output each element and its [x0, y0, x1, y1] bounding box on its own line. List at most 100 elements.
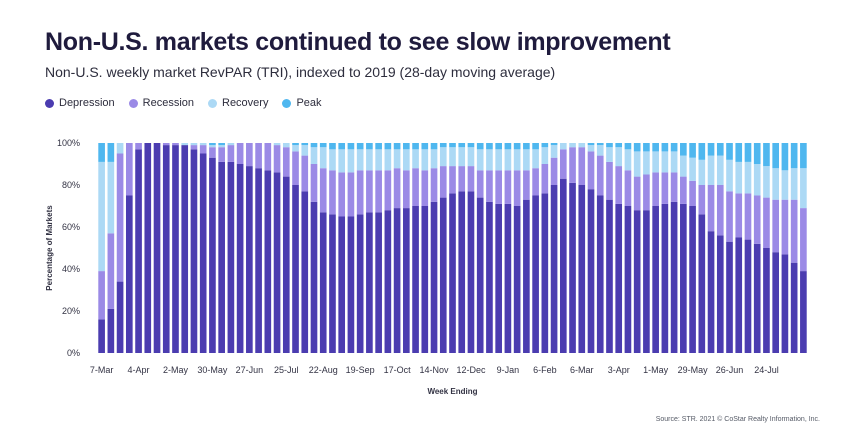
bar-segment-recovery [319, 147, 327, 169]
bar-segment-recovery [587, 145, 595, 152]
y-tick-label: 20% [62, 306, 80, 316]
bar-segment-peak [421, 143, 429, 150]
bar-segment-depression [476, 197, 484, 353]
bar-segment-recession [135, 143, 142, 150]
bar-segment-recovery [439, 147, 447, 167]
bar-segment-recession [467, 166, 475, 192]
bar-segment-depression [98, 319, 105, 353]
bar-segment-depression [439, 197, 447, 353]
bar-segment-recession [264, 143, 272, 171]
bar-segment-recession [162, 143, 170, 146]
legend-item-recession: Recession [128, 97, 194, 109]
bar-segment-depression [107, 308, 115, 353]
bar-segment-recession [439, 166, 447, 198]
x-tick-label: 14-Nov [420, 365, 450, 375]
bar-segment-peak [744, 143, 752, 162]
bar-segment-recovery [393, 149, 401, 169]
y-tick-label: 60% [62, 222, 80, 232]
bar-segment-recovery [753, 164, 761, 196]
bar-segment-depression [652, 206, 659, 353]
bar-segment-recovery [190, 143, 198, 146]
bar-segment-peak [735, 143, 743, 162]
legend-label-peak: Peak [296, 97, 322, 109]
bar-segment-recession [338, 172, 346, 217]
bar-segment-recession [744, 193, 752, 240]
x-tick-label: 12-Dec [456, 365, 486, 375]
bar-segment-recession [366, 170, 373, 213]
bar-segment-depression [292, 185, 299, 353]
bar-segment-recovery [763, 166, 770, 198]
x-tick-label: 6-Feb [533, 365, 557, 375]
bar-segment-depression [181, 145, 189, 353]
bar-segment-peak [301, 143, 309, 146]
bar-segment-recession [449, 166, 456, 194]
bar-segment-depression [615, 203, 623, 353]
bar-segment-depression [559, 178, 567, 353]
bar-segment-peak [707, 143, 715, 156]
bar-segment-recovery [504, 149, 512, 171]
bar-segment-peak [513, 143, 521, 150]
bar-segment-depression [421, 206, 429, 353]
bar-segment-recovery [403, 149, 410, 171]
bar-segment-recession [412, 168, 419, 206]
bar-segment-depression [753, 243, 761, 353]
bar-segment-peak [310, 143, 318, 148]
bar-segment-recovery [98, 161, 105, 272]
bar-segment-depression [726, 241, 733, 353]
bar-segment-peak [449, 143, 456, 148]
bar-segment-recession [319, 168, 327, 213]
bar-segment-recession [698, 185, 706, 215]
bar-segment-recovery [652, 151, 659, 173]
bar-segment-peak [347, 143, 355, 150]
bar-segment-depression [144, 143, 152, 353]
bar-segment-depression [162, 145, 170, 353]
bar-segment-depression [384, 210, 392, 353]
bar-segment-recession [384, 170, 392, 211]
bar-segment-peak [726, 143, 733, 160]
bar-segment-recession [107, 233, 115, 309]
bar-segment-recession [236, 143, 244, 164]
bar-segment-recession [98, 271, 105, 320]
bar-segment-recovery [643, 151, 650, 175]
bar-segment-peak [439, 143, 447, 148]
bar-segment-recession [670, 172, 678, 202]
bar-segment-depression [412, 206, 419, 353]
bar-segment-recession [615, 166, 623, 204]
bar-segment-peak [504, 143, 512, 150]
bar-segment-recession [633, 176, 641, 211]
x-tick-label: 6-Mar [570, 365, 594, 375]
bar-segment-recession [596, 155, 604, 196]
bar-segment-recession [643, 174, 650, 211]
bar-segment-depression [190, 149, 198, 353]
bar-segment-depression [393, 208, 401, 353]
bar-segment-peak [384, 143, 392, 150]
bar-segment-peak [763, 143, 770, 167]
bar-segment-recovery [661, 151, 669, 173]
bar-segment-depression [624, 206, 632, 353]
bar-segment-peak [476, 143, 484, 150]
bar-segment-depression [227, 161, 235, 353]
bar-segment-depression [467, 191, 475, 353]
bar-segment-depression [735, 237, 743, 353]
legend: Depression Recession Recovery Peak [45, 97, 322, 109]
bar-segment-peak [652, 143, 659, 152]
bar-segment-recovery [541, 147, 549, 164]
bar-segment-recession [726, 191, 733, 242]
bar-segment-depression [790, 262, 798, 353]
bar-segment-peak [680, 143, 687, 156]
bar-segment-peak [430, 143, 438, 150]
bar-segment-depression [578, 185, 586, 353]
y-tick-label: 80% [62, 180, 80, 190]
bar-segment-peak [338, 143, 346, 150]
bar-segment-recession [790, 199, 798, 263]
bar-segment-peak [329, 143, 336, 150]
bar-segment-recovery [689, 157, 696, 181]
bar-segment-recovery [726, 159, 733, 192]
bar-segment-recovery [707, 155, 715, 185]
bar-segment-peak [356, 143, 364, 150]
bar-segment-recovery [458, 147, 466, 167]
bar-segment-recovery [430, 149, 438, 169]
bar-segment-depression [338, 216, 346, 353]
bar-segment-recovery [375, 149, 382, 171]
bar-segment-depression [319, 212, 327, 353]
